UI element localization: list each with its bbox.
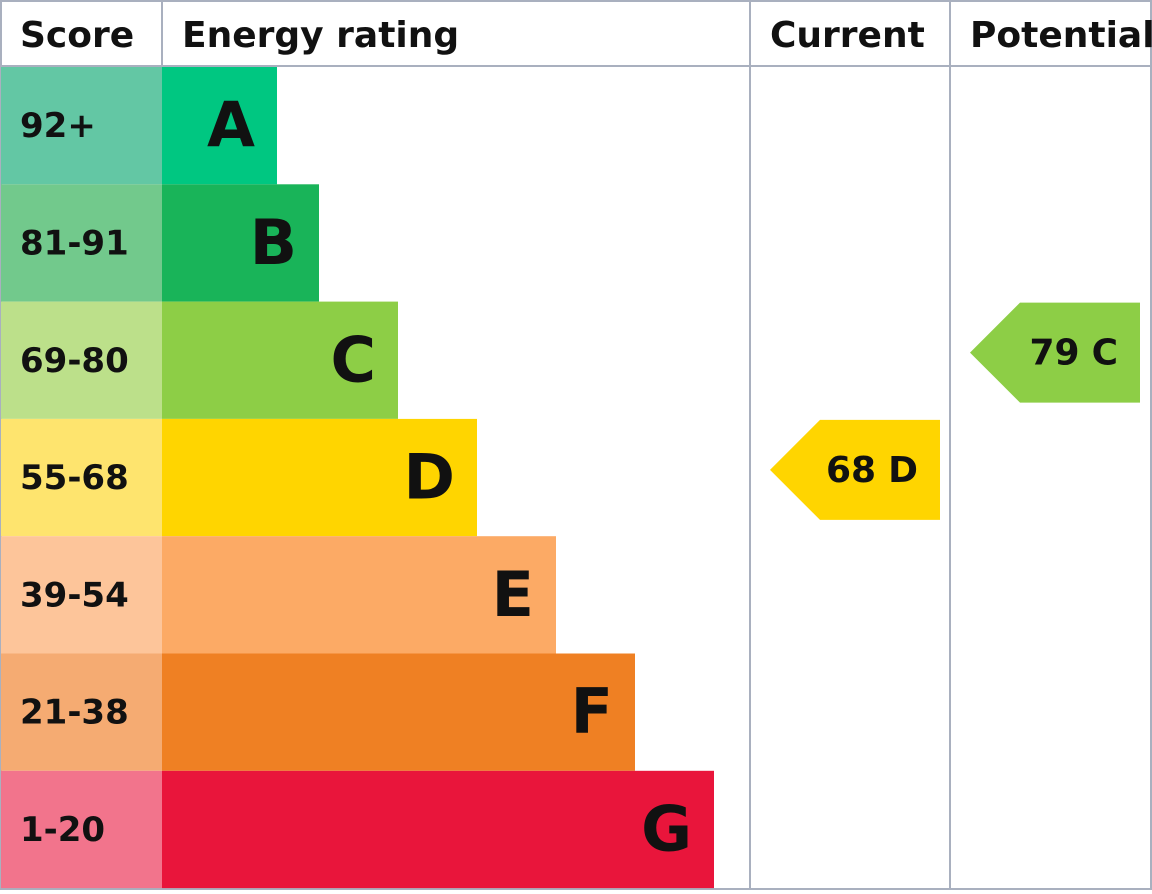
- header: Score: [20, 15, 134, 56]
- header: Current: [770, 15, 925, 56]
- rating-letter: B: [250, 206, 297, 279]
- rating-letter: G: [641, 793, 692, 866]
- header: Energy rating: [182, 15, 459, 56]
- score-range: 81-91: [20, 223, 129, 263]
- rating-letter: F: [571, 675, 613, 748]
- rating-letter: E: [492, 558, 534, 631]
- rating-bar: [162, 301, 398, 419]
- rating-letter: D: [404, 441, 455, 514]
- rating-bar: [162, 770, 714, 889]
- score-range: 39-54: [20, 575, 129, 615]
- potential-label: 79 C: [1029, 333, 1118, 374]
- potential-arrow: [970, 302, 1140, 403]
- score-range: 1-20: [20, 810, 105, 850]
- score-cell: [1, 770, 162, 889]
- score: 79: [1029, 333, 1079, 374]
- current-label: 68 D: [826, 450, 918, 491]
- score-cell: [1, 301, 162, 419]
- score-cell: [1, 653, 162, 771]
- score-cell: [1, 67, 162, 185]
- score-range: 55-68: [20, 458, 129, 498]
- score: 68: [826, 450, 876, 491]
- score-range: 92+: [20, 106, 96, 146]
- rating-bar: [162, 653, 635, 771]
- current-arrow: [770, 419, 940, 520]
- score-cell: [1, 536, 162, 654]
- score-range: 21-38: [20, 693, 129, 733]
- score-range: 69-80: [20, 341, 129, 381]
- rating: D: [888, 450, 918, 491]
- score-cell: [1, 418, 162, 537]
- rating-bar: [162, 67, 277, 185]
- rating-bar: [162, 184, 319, 302]
- rating-bar: [162, 536, 556, 654]
- score-cell: [1, 184, 162, 302]
- rating: C: [1092, 333, 1118, 374]
- rating-bar: [162, 418, 477, 537]
- header: Potential: [970, 15, 1152, 56]
- rating-letter: C: [330, 323, 376, 396]
- rating-letter: A: [207, 89, 255, 162]
